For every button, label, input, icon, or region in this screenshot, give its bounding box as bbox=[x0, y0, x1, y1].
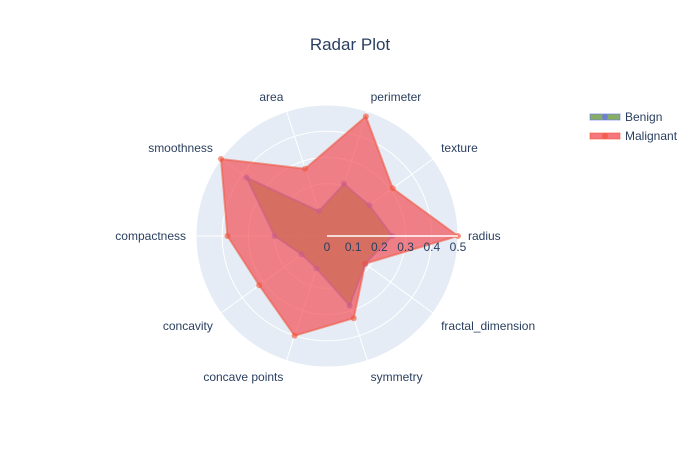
axis-label-radius: radius bbox=[468, 229, 501, 243]
axis-label-fractal-dimension: fractal_dimension bbox=[441, 319, 535, 333]
legend[interactable]: Benign Malignant bbox=[589, 110, 678, 143]
series-malignant-point bbox=[218, 156, 225, 163]
series-layer bbox=[218, 113, 461, 339]
axis-label-concave-points: concave points bbox=[203, 370, 283, 384]
series-malignant-point bbox=[362, 113, 369, 120]
radial-tick-label: 0.5 bbox=[450, 240, 467, 254]
angular-axis-labels: radius texture perimeter area smoothness comp… bbox=[115, 90, 535, 384]
series-malignant-point bbox=[389, 185, 396, 192]
axis-label-symmetry: symmetry bbox=[371, 370, 423, 384]
series-malignant-point bbox=[350, 315, 357, 322]
radial-tick-label: 0.2 bbox=[371, 240, 388, 254]
series-malignant-point bbox=[224, 233, 231, 239]
legend-item-benign[interactable]: Benign bbox=[589, 110, 662, 124]
series-malignant-point bbox=[362, 260, 369, 267]
chart-title: Radar Plot bbox=[310, 35, 391, 54]
legend-label: Benign bbox=[625, 110, 662, 124]
axis-label-area: area bbox=[259, 90, 283, 104]
radial-tick-label: 0.1 bbox=[345, 240, 362, 254]
series-malignant-point bbox=[291, 332, 298, 339]
series-malignant-point bbox=[302, 165, 309, 172]
radial-tick-label: 0.3 bbox=[397, 240, 414, 254]
legend-marker bbox=[602, 114, 608, 120]
legend-label: Malignant bbox=[625, 129, 678, 143]
radial-ticks: 0 0.1 0.2 0.3 0.4 0.5 bbox=[324, 235, 467, 254]
radial-tick-label: 0.4 bbox=[423, 240, 440, 254]
axis-label-perimeter: perimeter bbox=[371, 90, 422, 104]
radial-tick-label: 0 bbox=[324, 240, 331, 254]
axis-label-smoothness: smoothness bbox=[148, 141, 213, 155]
axis-label-concavity: concavity bbox=[163, 319, 213, 333]
legend-marker bbox=[602, 133, 608, 139]
series-malignant-point bbox=[256, 282, 263, 289]
axis-label-compactness: compactness bbox=[115, 229, 186, 243]
legend-item-malignant[interactable]: Malignant bbox=[589, 129, 678, 143]
axis-label-texture: texture bbox=[441, 141, 478, 155]
